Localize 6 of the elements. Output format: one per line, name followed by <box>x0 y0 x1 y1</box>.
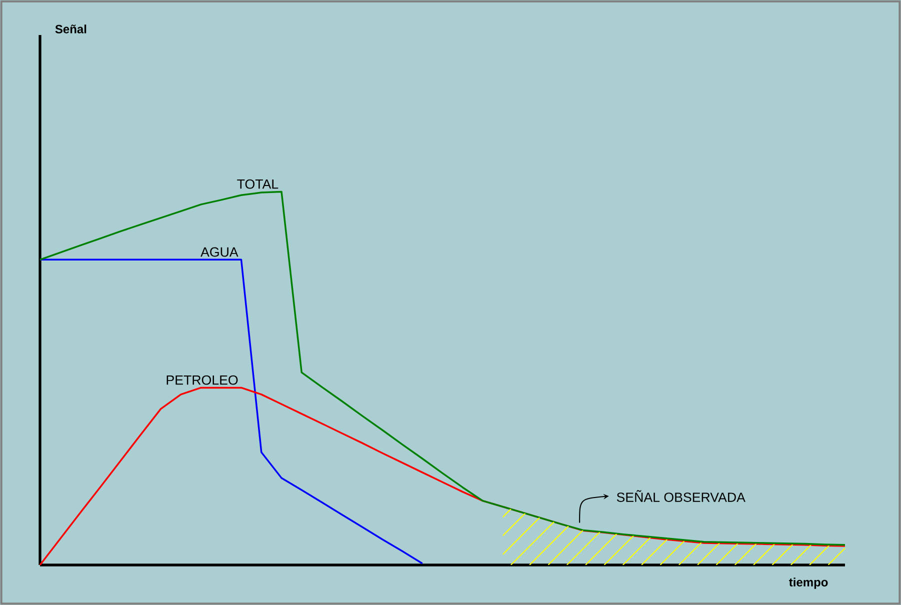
series-label: PETROLEO <box>166 375 238 385</box>
x-axis-title: tiempo <box>789 578 828 589</box>
series-label: TOTAL <box>237 179 278 189</box>
annotation: SEÑAL OBSERVADA <box>616 490 746 502</box>
series-label: AGUA <box>200 247 238 257</box>
text: Señal <box>55 24 86 34</box>
